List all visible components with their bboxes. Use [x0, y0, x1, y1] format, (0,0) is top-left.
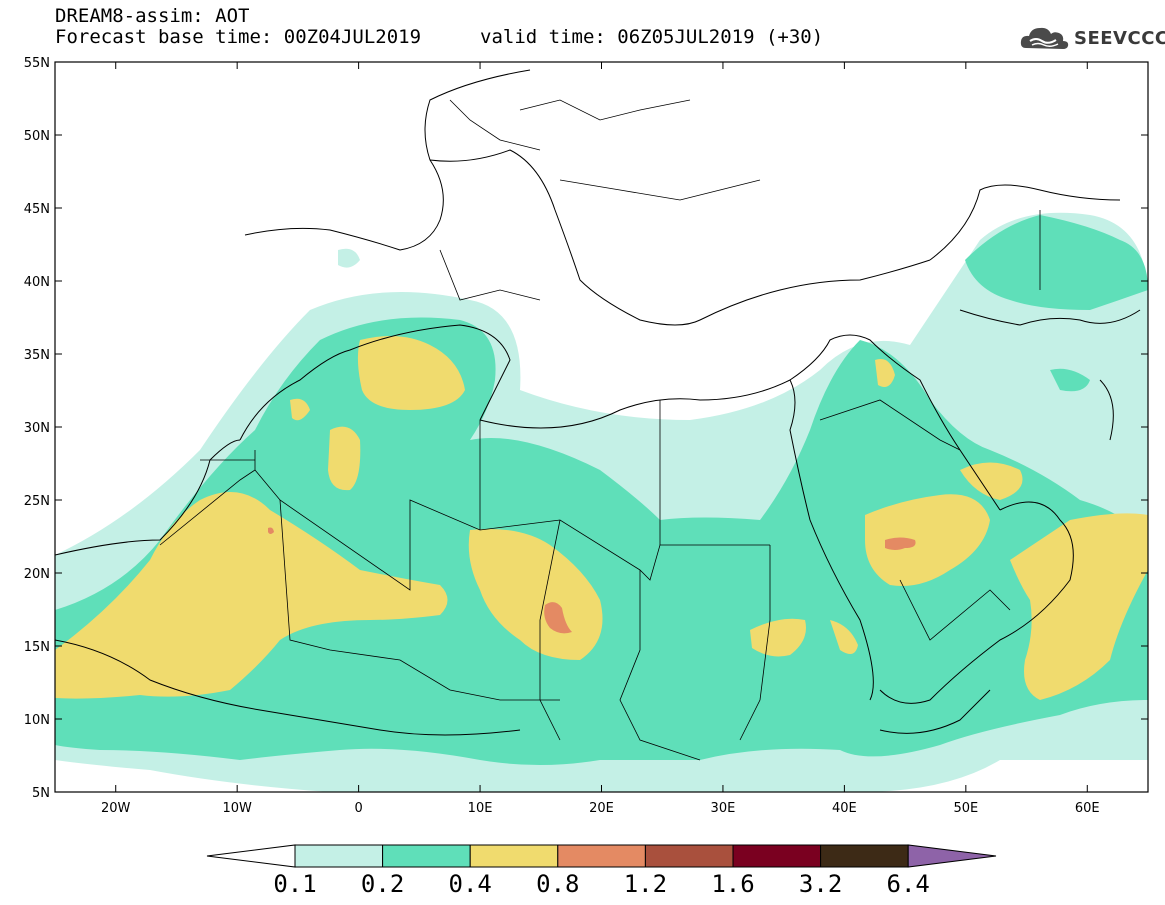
forecast-base-time: Forecast base time: 00Z04JUL2019	[55, 26, 422, 48]
colorbar-over-triangle	[907, 844, 997, 868]
lat-tick-label: 35N	[24, 348, 50, 363]
colorbar-segment	[469, 844, 559, 868]
lat-tick-label: 10N	[24, 713, 50, 728]
colorbar-label: 6.4	[886, 870, 930, 898]
colorbar-label: 0.1	[273, 870, 317, 898]
colorbar-segment	[644, 844, 734, 868]
seevccc-logo: SEEVCCC	[1018, 22, 1165, 56]
logo-text: SEEVCCC	[1074, 28, 1165, 49]
lon-tick-label: 40E	[832, 801, 857, 816]
lat-tick-label: 45N	[24, 202, 50, 217]
colorbar-label: 1.6	[711, 870, 755, 898]
aot-band-0.8	[268, 527, 916, 634]
lat-tick-label: 25N	[24, 494, 50, 509]
lon-tick-label: 10E	[468, 801, 493, 816]
lat-tick-label: 30N	[24, 421, 50, 436]
lat-tick-label: 50N	[24, 129, 50, 144]
colorbar-label: 1.2	[623, 870, 668, 898]
colorbar-label: 0.4	[448, 870, 492, 898]
colorbar-segment	[294, 844, 384, 868]
lon-tick-label: 50E	[953, 801, 978, 816]
colorbar-label: 3.2	[798, 870, 843, 898]
lat-tick-label: 15N	[24, 640, 50, 655]
aot-band-0.4	[55, 336, 1148, 700]
lon-tick-label: 20W	[101, 801, 131, 816]
valid-time: valid time: 06Z05JUL2019 (+30)	[480, 26, 824, 48]
colorbar-label: 0.8	[536, 870, 580, 898]
colorbar-under-triangle	[206, 844, 296, 868]
lat-tick-label: 40N	[24, 275, 50, 290]
colorbar	[206, 844, 997, 868]
lon-tick-label: 20E	[589, 801, 614, 816]
chart-title: DREAM8-assim: AOT	[55, 5, 250, 27]
cloud-icon	[1020, 27, 1069, 49]
lat-tick-label: 5N	[32, 786, 50, 801]
colorbar-label: 0.2	[360, 870, 405, 898]
aot-band-0.2	[55, 215, 1148, 765]
colorbar-segment	[382, 844, 471, 868]
lat-tick-label: 55N	[24, 56, 50, 71]
colorbar-segment	[820, 844, 909, 868]
axis-ticks: 55N 50N 45N 40N 35N 30N 25N 20N 15N 10N 5N 20W 10W 0 1…	[24, 56, 1148, 816]
lon-tick-label: 60E	[1075, 801, 1100, 816]
colorbar-segment	[557, 844, 646, 868]
lon-tick-label: 30E	[711, 801, 736, 816]
lon-tick-label: 10W	[222, 801, 252, 816]
colorbar-segment	[732, 844, 822, 868]
country-borders	[159, 99, 1041, 761]
aot-field	[55, 69, 1148, 792]
lat-tick-label: 20N	[24, 567, 50, 582]
lon-tick-label: 0	[354, 801, 362, 816]
coastlines	[55, 69, 1141, 736]
